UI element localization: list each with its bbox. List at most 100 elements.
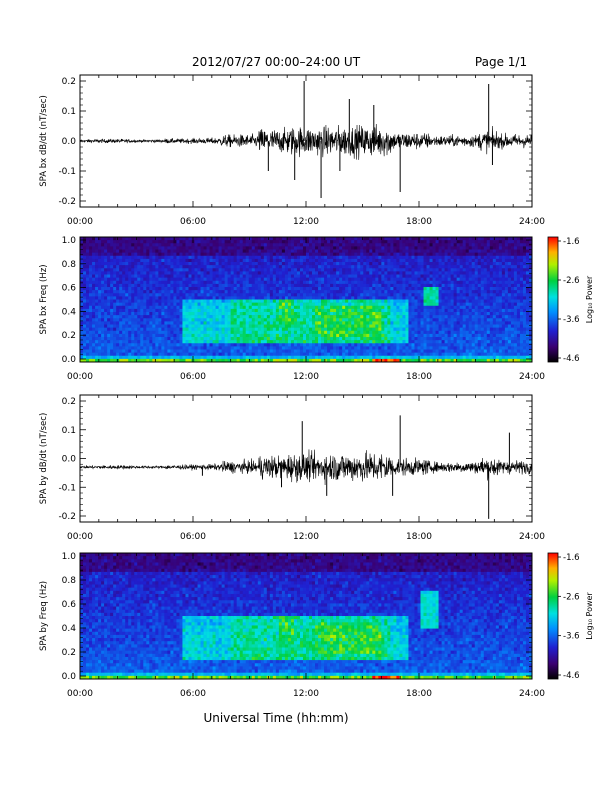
spectrogram-cell: [254, 330, 259, 335]
spectrogram-cell: [107, 255, 111, 260]
spectrogram-cell: [98, 340, 102, 344]
spectrogram-cell: [402, 280, 406, 285]
spectrogram-cell: [83, 280, 87, 285]
spectrogram-cell: [402, 258, 406, 263]
spectrogram-cell: [290, 302, 295, 307]
spectrogram-cell: [122, 262, 126, 266]
spectrogram-cell: [101, 265, 105, 269]
spectrogram-cell: [188, 333, 192, 338]
spectrogram-cell: [113, 318, 117, 322]
spectrogram-cell: [302, 318, 307, 322]
spectrogram-cell: [339, 243, 343, 247]
spectrogram-cell: [152, 349, 156, 353]
spectrogram-cell: [269, 312, 274, 316]
spectrogram-cell: [336, 271, 340, 275]
spectrogram-cell: [197, 343, 201, 347]
spectrogram-cell: [327, 327, 331, 332]
spectrogram-cell: [357, 352, 361, 357]
spectrogram-cell: [173, 340, 177, 344]
spectrogram-cell: [212, 265, 216, 269]
spectrogram-cell: [275, 277, 280, 282]
spectrogram-cell: [119, 258, 123, 263]
spectrogram-cell: [152, 290, 156, 294]
spectrogram-cell: [290, 305, 295, 310]
spectrogram-cell: [194, 237, 198, 241]
spectrogram-cell: [239, 265, 244, 269]
spectrogram-cell: [245, 337, 250, 341]
spectrogram-cell: [170, 237, 174, 241]
spectrogram-cell: [101, 246, 105, 250]
spectrogram-cell: [269, 290, 274, 294]
spectrogram-cell: [122, 252, 126, 257]
spectrogram-cell: [113, 237, 117, 241]
spectrogram-cell: [381, 346, 385, 350]
spectrogram-cell: [179, 240, 183, 244]
spectrogram-cell: [378, 352, 382, 357]
spectrogram-cell: [224, 271, 228, 275]
spectrogram-cell: [125, 340, 129, 344]
spectrogram-cell: [158, 280, 162, 285]
spectrogram-cell: [119, 237, 123, 241]
spectrogram-cell: [393, 321, 397, 325]
spectrogram-cell: [408, 274, 412, 278]
spectrogram-cell: [435, 318, 439, 322]
spectrogram-cell: [321, 258, 325, 263]
spectrogram-cell: [206, 252, 210, 257]
spectrogram-cell: [182, 271, 186, 275]
spectrogram-cell: [125, 343, 129, 347]
spectrogram-cell: [83, 243, 87, 247]
spectrogram-cell: [278, 296, 283, 300]
spectrogram-cell: [116, 249, 120, 253]
spectrogram-cell: [227, 358, 231, 363]
spectrogram-cell: [176, 274, 180, 278]
spectrogram-cell: [125, 330, 129, 335]
spectrogram-cell: [164, 318, 168, 322]
spectrogram-cell: [318, 280, 322, 285]
spectrogram-cell: [167, 283, 171, 288]
spectrogram-cell: [275, 324, 280, 328]
spectrogram-cell: [408, 258, 412, 263]
spectrogram-cell: [143, 305, 147, 310]
spectrogram-cell: [107, 337, 111, 341]
spectrogram-cell: [260, 299, 265, 303]
spectrogram-cell: [116, 312, 120, 316]
spectrogram-cell: [116, 277, 120, 282]
spectrogram-cell: [245, 246, 250, 250]
spectrogram-cell: [155, 287, 159, 291]
spectrogram-cell: [269, 337, 274, 341]
spectrogram-cell: [372, 280, 376, 285]
spectrogram-cell: [266, 280, 271, 285]
spectrogram-cell: [393, 262, 397, 266]
spectrogram-cell: [164, 255, 168, 260]
spectrogram-cell: [134, 302, 138, 307]
spectrogram-cell: [287, 302, 292, 307]
spectrogram-cell: [194, 349, 198, 353]
spectrogram-cell: [293, 240, 298, 244]
spectrogram-cell: [432, 280, 436, 285]
spectrogram-cell: [143, 333, 147, 338]
spectrogram-cell: [281, 280, 286, 285]
spectrogram-cell: [306, 358, 310, 363]
spectrogram-cell: [155, 312, 159, 316]
spectrogram-cell: [435, 330, 439, 335]
spectrogram-cell: [423, 349, 427, 353]
spectrogram-cell: [143, 293, 147, 297]
spectrogram-cell: [333, 265, 337, 269]
y-tick-label: 0.2: [62, 77, 76, 87]
spectrogram-cell: [290, 337, 295, 341]
spectrogram-cell: [420, 318, 424, 322]
spectrogram-cell: [110, 255, 114, 260]
spectrogram-cell: [194, 252, 198, 257]
spectrogram-cell: [306, 349, 310, 353]
spectrogram-cell: [251, 312, 256, 316]
spectrogram-cell: [408, 265, 412, 269]
spectrogram-cell: [357, 240, 361, 244]
spectrogram-cell: [429, 246, 433, 250]
spectrogram-cell: [405, 296, 409, 300]
spectrogram-cell: [182, 330, 186, 335]
spectrogram-cell: [155, 299, 159, 303]
spectrogram-cell: [402, 352, 406, 357]
spectrogram-cell: [98, 352, 102, 357]
spectrogram-cell: [411, 265, 415, 269]
spectrogram-cell: [239, 305, 244, 310]
